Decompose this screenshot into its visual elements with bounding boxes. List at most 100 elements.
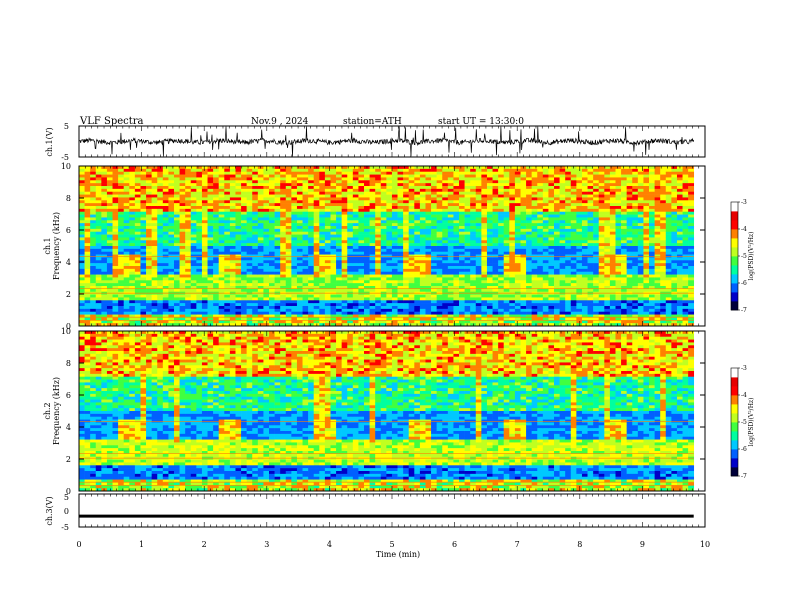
spectrogram-cell (364, 311, 370, 315)
spectrogram-cell (475, 211, 482, 215)
spectrogram-cell (520, 234, 527, 238)
spectrogram-cell (431, 228, 437, 233)
spectrogram-cell (470, 257, 477, 261)
spectrogram-cell (185, 243, 192, 247)
spectrogram-cell (470, 300, 477, 304)
spectrogram-cell (492, 271, 499, 275)
spectrogram-cell (291, 303, 298, 307)
spectrogram-cell (565, 303, 572, 307)
spectrogram-cell (425, 314, 432, 318)
spectrogram-cell (313, 248, 320, 253)
spectrogram-cell (542, 188, 549, 193)
spectrogram-cell (213, 257, 220, 261)
spectrogram-cell (134, 223, 141, 227)
spectrogram-cell (503, 191, 510, 195)
spectrogram-cell (425, 271, 432, 275)
spectrogram-cell (218, 183, 225, 187)
spectrogram-cell (123, 191, 130, 195)
spectrogram-cell (503, 277, 510, 281)
spectrogram-cell (554, 186, 560, 190)
spectrogram-cell (118, 188, 125, 193)
spectrogram-cell (302, 288, 309, 293)
spectrogram-cell (375, 214, 382, 218)
spectrogram-cell (101, 311, 108, 315)
spectrogram-cell (123, 243, 130, 247)
spectrogram-cell (229, 180, 236, 184)
spectrogram-cell (313, 208, 320, 213)
spectrogram-cell (520, 231, 527, 235)
spectrogram-cell (224, 303, 231, 307)
spectrogram-cell (246, 228, 253, 233)
spectrogram-cell (207, 194, 214, 198)
spectrogram-cell (101, 183, 108, 187)
spectrogram-cell (285, 231, 292, 235)
spectrogram-cell (79, 266, 85, 270)
spectrogram-cell (442, 197, 449, 201)
spectrogram-cell (459, 263, 465, 267)
spectrogram-cell (213, 246, 220, 250)
spectrogram-cell (207, 286, 214, 290)
spectrogram-cell (414, 177, 421, 181)
spectrogram-cell (347, 280, 354, 284)
spectrogram-cell (101, 226, 108, 230)
spectrogram-cell (207, 208, 214, 213)
spectrogram-cell (341, 263, 348, 267)
spectrogram-cell (565, 311, 572, 315)
spectrogram-cell (274, 300, 281, 304)
spectrogram-cell (442, 320, 449, 324)
spectrogram-cell (146, 314, 152, 318)
spectrogram-cell (436, 237, 443, 241)
spectrogram-cell (296, 194, 303, 198)
spectrogram-cell (313, 180, 320, 184)
spectrogram-cell (470, 243, 477, 247)
spectrogram-cell (364, 186, 370, 190)
spectrogram-cell (174, 217, 180, 221)
spectrogram-cell (185, 260, 192, 264)
spectrogram-cell (375, 260, 382, 264)
spectrogram-cell (302, 263, 309, 267)
spectrogram-cell (229, 314, 236, 318)
spectrogram-cell (302, 220, 309, 224)
spectrogram-cell (196, 240, 203, 244)
spectrogram-cell (403, 266, 410, 270)
spectrogram-cell (570, 320, 577, 324)
spectrogram-cell (162, 220, 169, 224)
spectrogram-cell (526, 280, 532, 284)
spectrogram-cell (548, 231, 555, 235)
spectrogram-cell (397, 243, 404, 247)
spectrogram-cell (358, 217, 365, 221)
spectrogram-cell (162, 240, 169, 244)
spectrogram-cell (352, 268, 359, 273)
spectrogram-cell (542, 300, 549, 304)
spectrogram-cell (520, 288, 527, 293)
spectrogram-cell (224, 166, 231, 170)
spectrogram-cell (336, 300, 342, 304)
spectrogram-cell (453, 194, 460, 198)
spectrogram-cell (308, 274, 315, 278)
spectrogram-cell (274, 234, 281, 238)
spectrogram-cell (386, 183, 393, 187)
spectrogram-cell (498, 306, 505, 310)
spectrogram-cell (375, 231, 382, 235)
spectrogram-cell (570, 180, 577, 184)
spectrogram-cell (252, 271, 259, 275)
spectrogram-cell (369, 237, 376, 241)
spectrogram-cell (554, 208, 560, 213)
spectrogram-cell (559, 271, 566, 275)
spectrogram-cell (296, 308, 303, 313)
spectrogram-cell (352, 188, 359, 193)
spectrogram-cell (324, 240, 331, 244)
spectrogram-cell (285, 226, 292, 230)
spectrogram-cell (285, 211, 292, 215)
spectrogram-cell (129, 263, 136, 267)
spectrogram-cell (425, 208, 432, 213)
spectrogram-cell (492, 303, 499, 307)
spectrogram-cell (84, 323, 91, 327)
spectrogram-cell (185, 194, 192, 198)
spectrogram-cell (224, 234, 231, 238)
spectrogram-cell (436, 246, 443, 250)
spectrogram-cell (486, 266, 493, 270)
spectrogram-cell (235, 214, 242, 218)
spectrogram-cell (229, 323, 236, 327)
spectrogram-cell (531, 246, 538, 250)
